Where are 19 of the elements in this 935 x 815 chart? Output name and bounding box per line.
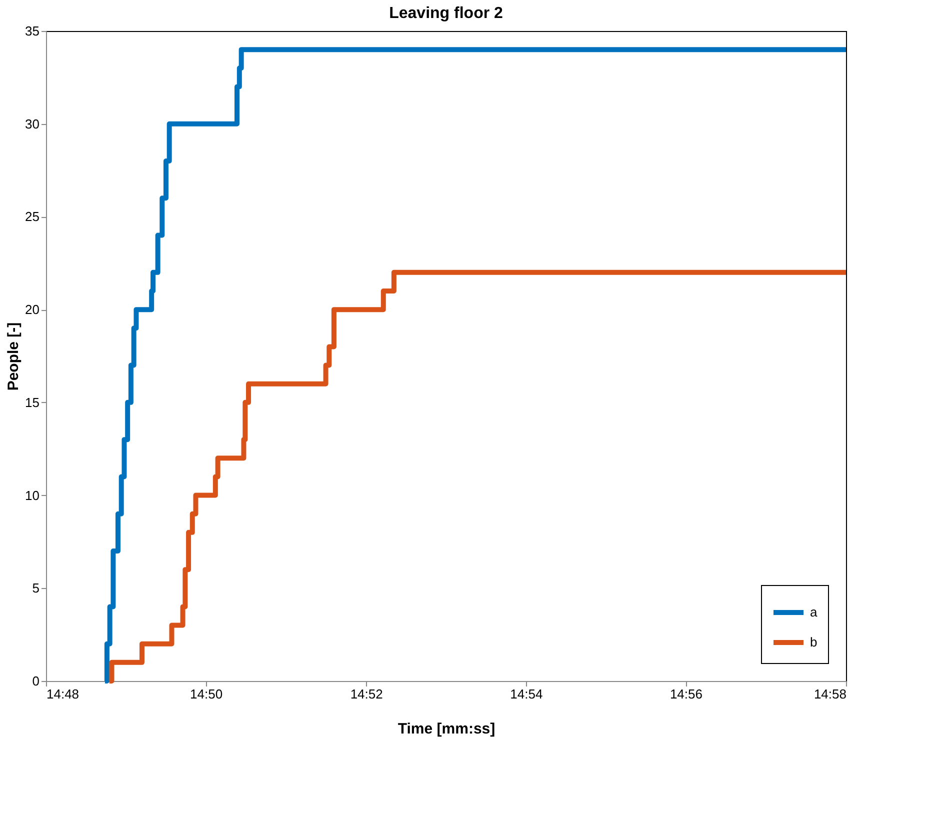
y-tick-label: 30 (25, 116, 40, 132)
x-tick-label: 14:48 (46, 686, 80, 702)
x-axis-title: Time [mm:ss] (398, 720, 496, 738)
y-tick-label: 35 (25, 24, 40, 38)
y-tick-label: 20 (25, 302, 40, 318)
y-tick-label: 0 (32, 674, 40, 688)
x-tick-label: 14:52 (350, 686, 383, 702)
x-tick-label: 14:54 (510, 686, 543, 702)
x-tick-label: 14:50 (190, 686, 223, 702)
x-tick-label: 14:58 (814, 686, 846, 702)
y-axis-title: People [-] (5, 322, 22, 391)
y-tick-label: 5 (32, 580, 40, 596)
legend-label: a (810, 604, 818, 620)
y-tick-label: 10 (25, 488, 40, 503)
y-tick-label: 15 (25, 394, 40, 410)
chart-title: Leaving floor 2 (389, 5, 503, 22)
x-tick-label: 14:56 (670, 686, 702, 702)
y-tick-label: 25 (25, 209, 40, 224)
legend-label: b (810, 634, 818, 650)
